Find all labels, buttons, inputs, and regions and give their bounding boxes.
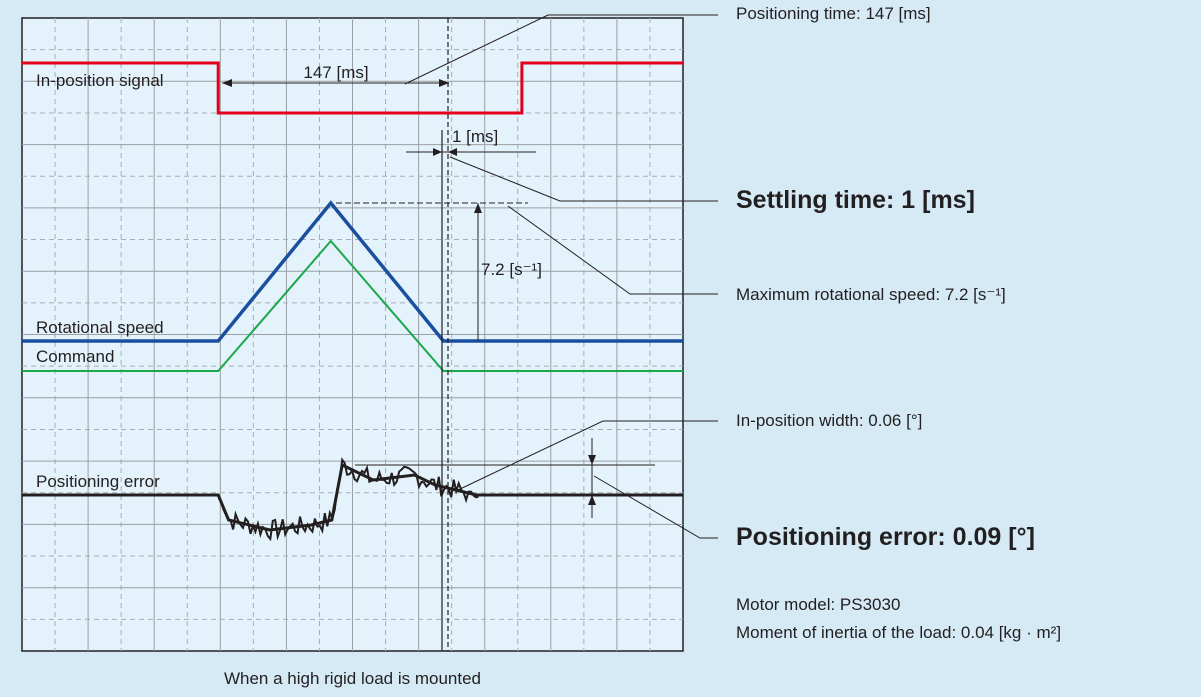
annotation-motor-model: Motor model: PS3030: [736, 595, 901, 614]
series-rotational-speed: [22, 200, 683, 343]
error-arrow-up: [588, 495, 596, 505]
max-speed-arrow-up: [474, 203, 482, 213]
settling-time-dim-label: 1 [ms]: [452, 127, 498, 146]
error-arrow-down: [588, 455, 596, 465]
series-command: [22, 239, 683, 372]
settling-time-leader: [449, 156, 718, 202]
annotation-in-position-width: In-position width: 0.06 [°]: [736, 411, 923, 430]
max-speed-dim-label: 7.2 [s⁻¹]: [481, 260, 542, 279]
positioning-time-leader: [404, 14, 718, 85]
annotation-max-speed: Maximum rotational speed: 7.2 [s⁻¹]: [736, 285, 1006, 304]
chart-caption: When a high rigid load is mounted: [223, 669, 482, 688]
label-in-position-signal: In-position signal: [36, 71, 164, 90]
series-in-position-signal: [22, 61, 683, 115]
annotation-inertia: Moment of inertia of the load: 0.04 [kg …: [736, 623, 1062, 642]
label-positioning-error: Positioning error: [36, 472, 160, 491]
positioning-time-arrow-right: [439, 79, 449, 87]
in-position-width-leader: [457, 420, 718, 491]
settling-arrow-left: [433, 148, 442, 156]
positioning-time-arrow-left: [222, 79, 232, 87]
settling-arrow-right: [448, 148, 457, 156]
label-rotational-speed: Rotational speed: [36, 318, 164, 337]
grid: [22, 18, 683, 651]
annotation-positioning-error: Positioning error: 0.09 [°]: [736, 523, 1035, 551]
annotation-settling-time: Settling time: 1 [ms]: [736, 186, 975, 214]
max-speed-leader: [507, 205, 718, 295]
positioning-time-dim-label: 147 [ms]: [303, 63, 368, 82]
label-command: Command: [36, 347, 114, 366]
annotation-positioning-time: Positioning time: 147 [ms]: [736, 4, 931, 23]
positioning-error-leader: [593, 475, 718, 539]
series-positioning-error-noise: [217, 457, 479, 542]
